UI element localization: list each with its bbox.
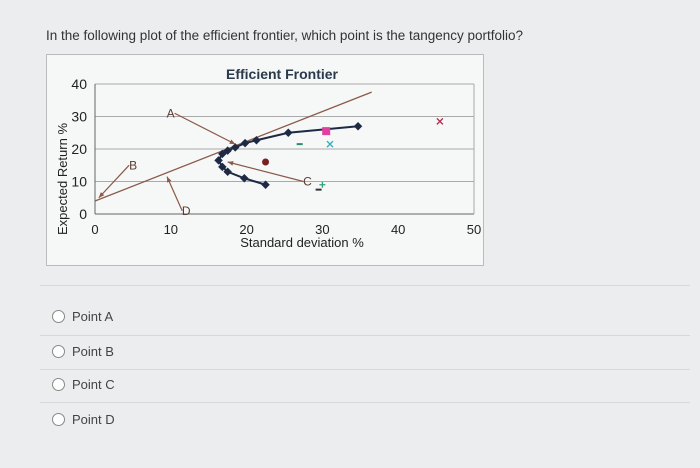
- option-label: Point C: [72, 377, 115, 392]
- asset-point: [322, 127, 331, 136]
- frontier-point: [218, 149, 227, 159]
- asset-point: [326, 140, 334, 148]
- radio-button[interactable]: [52, 310, 65, 323]
- efficient-frontier-chart: 0 10 20 30 40 0 10 20 30 40 50 Efficient Frontier St…: [46, 54, 484, 266]
- arrowhead: [227, 161, 234, 166]
- x-tick-label: 50: [467, 222, 481, 237]
- option-c[interactable]: Point C: [52, 377, 115, 392]
- y-tick-label: 20: [71, 141, 87, 157]
- frontier-point: [230, 143, 240, 152]
- arrowhead: [98, 192, 105, 198]
- divider: [40, 285, 690, 286]
- question-text: In the following plot of the efficient f…: [46, 28, 524, 43]
- y-tick-label: 40: [71, 76, 87, 92]
- x-tick-label: 0: [91, 222, 98, 237]
- asset-point: [436, 117, 444, 125]
- frontier-point: [252, 135, 261, 145]
- y-tick-label: 0: [79, 206, 87, 222]
- annotation-arrow: [166, 176, 183, 211]
- option-label: Point D: [72, 412, 115, 427]
- frontier-point: [240, 138, 250, 148]
- arrowhead: [167, 176, 172, 183]
- annotation-label-d: D: [182, 204, 191, 218]
- frontier-point: [214, 156, 223, 165]
- chart-svg: 0 10 20 30 40 0 10 20 30 40 50 Efficient Frontier St…: [55, 66, 481, 250]
- chart-title: Efficient Frontier: [226, 66, 339, 82]
- option-label: Point B: [72, 344, 114, 359]
- option-a[interactable]: Point A: [52, 309, 113, 324]
- divider: [40, 402, 690, 403]
- frontier-point: [261, 180, 270, 189]
- annotation-arrow: [174, 112, 236, 145]
- annotation-arrow: [98, 164, 130, 199]
- x-tick-label: 20: [239, 222, 253, 237]
- option-label: Point A: [72, 309, 114, 324]
- radio-button[interactable]: [52, 378, 65, 391]
- annotation-label-a: A: [167, 106, 175, 120]
- frontier-point: [223, 146, 232, 155]
- x-tick-label: 30: [315, 222, 329, 237]
- y-tick-label: 10: [71, 174, 87, 190]
- option-b[interactable]: Point B: [52, 344, 114, 359]
- radio-button[interactable]: [52, 345, 65, 358]
- divider: [40, 335, 690, 336]
- annotation-label-b: B: [129, 158, 137, 172]
- y-tick-label: 30: [71, 109, 87, 125]
- asset-point: [319, 181, 326, 188]
- frontier-point: [218, 162, 227, 172]
- frontier-point: [240, 174, 249, 183]
- y-axis-label: Expected Return %: [55, 123, 70, 235]
- x-tick-label: 40: [391, 222, 405, 237]
- x-axis-label: Standard deviation %: [240, 235, 364, 250]
- radio-button[interactable]: [52, 413, 65, 426]
- divider: [40, 369, 690, 370]
- annotation-label-c: C: [303, 175, 312, 189]
- x-tick-label: 10: [164, 222, 178, 237]
- option-d[interactable]: Point D: [52, 412, 115, 427]
- frontier-point: [284, 128, 293, 137]
- frontier-point: [223, 167, 232, 176]
- arrowhead: [229, 139, 236, 145]
- asset-point: [262, 158, 270, 166]
- annotation-arrow: [227, 161, 304, 183]
- frontier-point: [353, 122, 363, 131]
